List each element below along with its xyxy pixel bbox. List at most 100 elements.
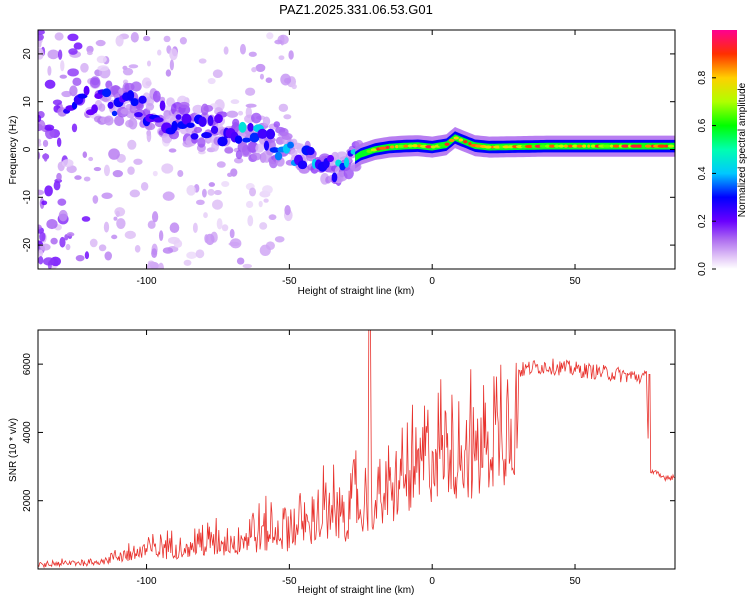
spectrogram-band-peak <box>582 144 587 148</box>
spectrogram-signal-blob <box>214 114 223 124</box>
spectrogram-noise-blob <box>41 200 48 206</box>
spectrogram-signal-blob <box>111 110 118 117</box>
spectrogram-signal-blob <box>138 95 147 104</box>
spectrogram-noise-blob <box>245 103 257 108</box>
spectrogram-noise-blob <box>46 218 58 230</box>
spectrogram-signal-blob <box>210 125 219 134</box>
spectrogram-signal-blob <box>242 137 251 143</box>
spectrogram-halo-blob <box>89 76 101 89</box>
spectrogram-noise-blob <box>113 216 118 221</box>
spectrogram-noise-blob <box>73 42 83 50</box>
spectrogram-noise-blob <box>278 55 285 61</box>
colorbar-tick-label: 0.2 <box>697 214 708 228</box>
spectrogram-noise-blob <box>147 220 156 229</box>
spectrogram-band-peak <box>463 140 468 144</box>
spectrogram-signal-blob <box>249 132 260 143</box>
spectrogram-noise-blob <box>157 49 162 56</box>
spectrogram-noise-blob <box>114 207 126 217</box>
spectrogram-noise-blob <box>213 190 222 196</box>
spectrogram-noise-blob <box>52 99 63 106</box>
spectrogram-noise-blob <box>151 248 158 259</box>
spectrogram-halo-blob <box>197 137 206 148</box>
spectrogram-halo-blob <box>193 126 203 134</box>
snr-x-tick-label: 0 <box>429 576 435 587</box>
spectrogram-noise-blob <box>284 204 291 216</box>
spectrogram-noise-blob <box>68 48 78 55</box>
spectrogram-noise-blob <box>74 175 82 180</box>
spectrogram-noise-blob <box>268 214 277 221</box>
spectrogram-signal-blob <box>287 141 294 149</box>
spectrogram-noise-blob <box>115 35 124 47</box>
spectrogram-noise-blob <box>56 172 62 181</box>
spectrogram-noise-blob <box>212 69 223 79</box>
spectrogram-noise-blob <box>84 251 90 260</box>
spectrogram-noise-blob <box>161 163 174 174</box>
spectrogram-band-peak <box>621 144 630 148</box>
spectrogram-noise-blob <box>39 231 46 242</box>
spectrogram-noise-blob <box>173 239 183 248</box>
spectrogram-band-peak <box>524 144 534 149</box>
spectrogram-noise-blob <box>44 79 56 89</box>
spectrogram-band-peak <box>484 145 493 149</box>
spectrogram-noise-blob <box>259 222 268 230</box>
spectrogram-noise-blob <box>59 74 68 79</box>
snr-series-line <box>38 330 675 569</box>
spectrogram-halo-blob <box>290 149 298 157</box>
spectrogram-noise-blob <box>204 234 209 243</box>
spectrogram-noise-blob <box>147 261 159 269</box>
spectrogram-noise-blob <box>103 164 110 177</box>
spectrogram-noise-blob <box>229 238 242 249</box>
snr-ylabel: SNR (10 * v/v) <box>8 418 19 482</box>
colorbar-scale <box>712 30 737 269</box>
spectrogram-noise-blob <box>127 166 135 175</box>
spectrogram-noise-blob <box>165 69 172 77</box>
spectrogram-halo-blob <box>255 143 265 153</box>
spectrogram-noise-blob <box>186 185 196 196</box>
spectrogram-signal-blob <box>263 140 270 151</box>
spectrogram-signal-blob <box>102 88 112 98</box>
snr-y-ticks: 2000 4000 6000 <box>22 353 675 512</box>
spectrogram-signal-blob <box>265 128 276 140</box>
spectrogram-signal-blob <box>175 114 182 120</box>
snr-x-ticks: -100 -50 0 50 <box>137 330 581 587</box>
spectrogram-noise-blob <box>216 161 226 168</box>
snr-x-tick-label: -50 <box>282 576 297 587</box>
spectrogram-noise-blob <box>66 165 77 174</box>
spectrogram-noise-blob <box>66 232 75 237</box>
spectrogram-halo-blob <box>203 105 214 112</box>
spectrogram-noise-blob <box>61 159 74 168</box>
snr-y-tick-label: 2000 <box>22 489 33 512</box>
spectrogram-noise-blob <box>80 62 89 73</box>
spectrogram-noise-blob <box>202 188 207 198</box>
spectrogram-noise-blob <box>237 110 244 116</box>
spectrogram-signal-blob <box>134 112 143 118</box>
spectrogram-noise-blob <box>75 254 85 262</box>
spectrogram-noise-blob <box>274 236 285 243</box>
spectrogram-noise-blob <box>255 63 266 73</box>
spectrogram-noise-blob <box>192 222 198 234</box>
colorbar-ticks: 0.0 0.2 0.4 0.6 0.8 <box>697 70 716 276</box>
spectrogram-signal-blob <box>257 128 268 139</box>
spectrogram-noise-blob <box>86 45 94 54</box>
spectrogram-noise-blob <box>158 262 164 269</box>
spectrogram-noise-blob <box>108 148 120 160</box>
spectrogram-band-peak <box>370 148 378 152</box>
spectrogram-noise-blob <box>38 249 44 257</box>
spectrogram-noise-blob <box>177 169 184 178</box>
spectrogram-band-peak <box>628 144 632 148</box>
colorbar-tick-label: 0.8 <box>697 70 708 84</box>
spectrogram-noise-blob <box>101 192 113 200</box>
spectrogram-signal-blob <box>91 104 98 114</box>
spectrogram-band-peak <box>397 144 405 148</box>
spectrogram-noise-blob <box>258 200 263 208</box>
spectrogram-band-peak <box>667 144 675 148</box>
spectrogram-signal-blob <box>247 122 254 132</box>
spectrogram-signal-blob <box>339 162 346 171</box>
spectrogram-band-peak <box>453 136 459 140</box>
spectrogram-band-peak <box>407 144 414 148</box>
spectrogram-signal-blob <box>217 136 228 147</box>
spectrogram-noise-blob <box>43 257 55 266</box>
spectrogram-noise-blob <box>158 230 164 242</box>
spectrogram-noise-blob <box>230 99 240 105</box>
spectrogram-band-peak <box>448 138 455 143</box>
